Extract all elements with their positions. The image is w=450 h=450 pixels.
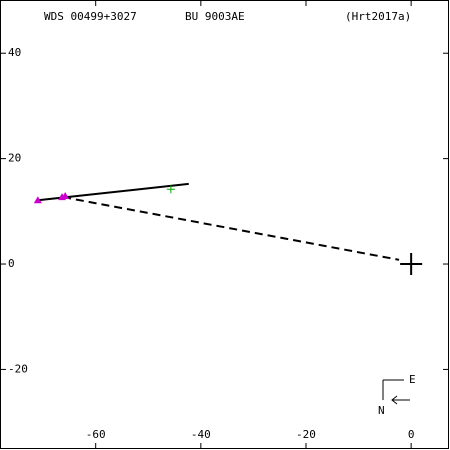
predicted-point	[166, 185, 175, 194]
primary-star	[400, 253, 423, 276]
y-tick-label: 20	[8, 152, 21, 165]
x-tick-label: -20	[296, 428, 316, 441]
x-tick-label: -60	[86, 428, 106, 441]
x-tick-label: 0	[408, 428, 415, 441]
y-tick-label: -20	[8, 362, 28, 375]
x-tick-label: -40	[191, 428, 211, 441]
compass-north: N	[378, 404, 385, 417]
y-tick-label: 40	[8, 46, 21, 59]
compass-arrowhead	[391, 395, 398, 405]
reference: (Hrt2017a)	[345, 10, 411, 23]
observation	[61, 192, 70, 200]
y-tick-label: 0	[8, 257, 15, 270]
chart-subtitle: BU 9003AE	[185, 10, 245, 23]
observation	[33, 196, 42, 204]
dashed-line	[62, 196, 400, 261]
chart-title: WDS 00499+3027	[44, 10, 137, 23]
compass-east: E	[409, 373, 416, 386]
compass: E N	[378, 373, 416, 417]
